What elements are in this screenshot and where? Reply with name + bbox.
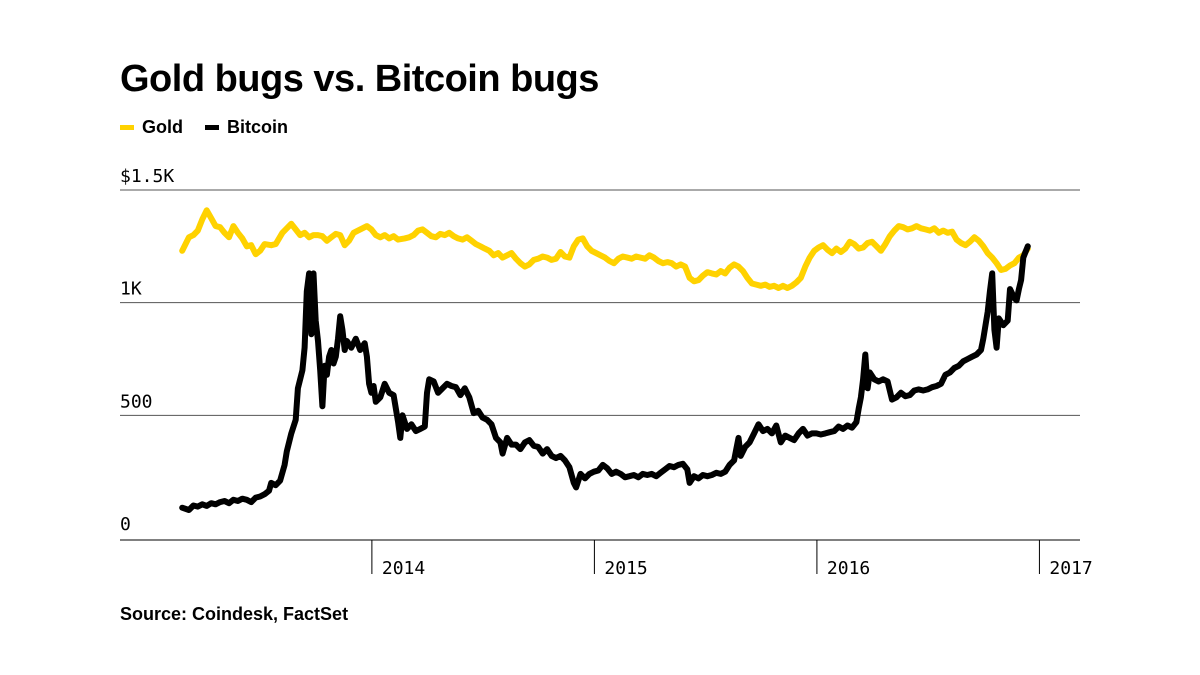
series-line-bitcoin bbox=[179, 243, 1031, 513]
y-tick-label: 500 bbox=[120, 391, 153, 412]
x-tick-label: 2017 bbox=[1049, 558, 1092, 579]
y-tick-label: $1.5K bbox=[120, 166, 174, 187]
legend-item-bitcoin: Bitcoin bbox=[205, 117, 288, 138]
y-tick-label: 1K bbox=[120, 279, 142, 300]
legend-label-gold: Gold bbox=[142, 117, 183, 137]
x-tick-label: 2015 bbox=[604, 558, 647, 579]
chart-title: Gold bugs vs. Bitcoin bugs bbox=[120, 58, 599, 100]
x-tick-label: 2016 bbox=[827, 558, 870, 579]
series-line-gold bbox=[179, 207, 1031, 291]
bitcoin-swatch bbox=[205, 125, 219, 130]
legend: Gold Bitcoin bbox=[120, 117, 288, 138]
y-tick-label: 0 bbox=[120, 514, 131, 535]
source-note: Source: Coindesk, FactSet bbox=[120, 604, 349, 624]
legend-label-bitcoin: Bitcoin bbox=[227, 117, 288, 137]
gold-swatch bbox=[120, 125, 134, 130]
legend-item-gold: Gold bbox=[120, 117, 183, 138]
x-tick-label: 2014 bbox=[382, 558, 425, 579]
